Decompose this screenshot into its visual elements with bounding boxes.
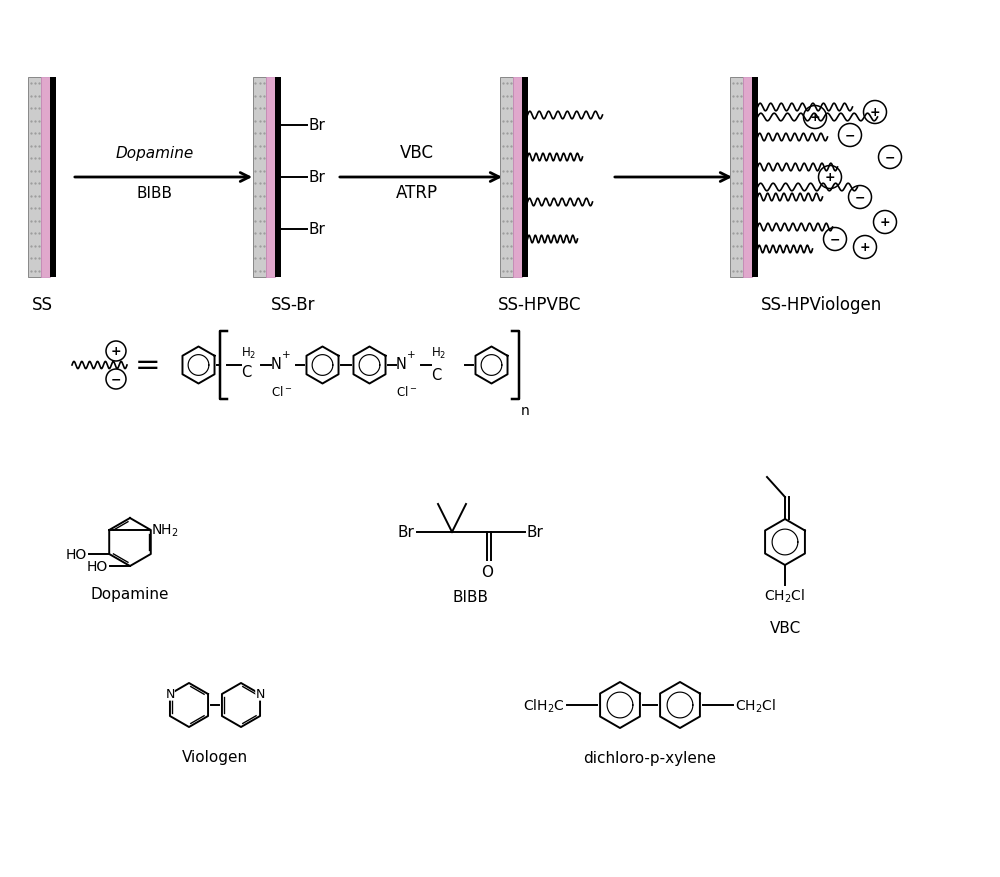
Text: −: −	[830, 233, 840, 246]
Polygon shape	[475, 347, 508, 384]
Polygon shape	[170, 683, 208, 727]
Polygon shape	[600, 682, 640, 728]
Text: −: −	[845, 129, 855, 142]
Text: =: =	[135, 351, 161, 380]
Text: +: +	[282, 350, 291, 360]
Text: −: −	[855, 191, 865, 204]
Text: ATRP: ATRP	[396, 184, 438, 202]
Text: HO: HO	[87, 560, 108, 574]
Text: Dopamine: Dopamine	[91, 587, 169, 602]
Polygon shape	[765, 519, 805, 566]
Text: BIBB: BIBB	[137, 186, 173, 201]
Polygon shape	[109, 518, 151, 567]
Polygon shape	[353, 347, 386, 384]
Text: Cl$^-$: Cl$^-$	[396, 384, 417, 398]
Text: SS-Br: SS-Br	[271, 296, 315, 314]
Text: Cl$^-$: Cl$^-$	[271, 384, 292, 398]
Text: N: N	[255, 688, 265, 701]
Text: Viologen: Viologen	[182, 749, 248, 764]
Text: Br: Br	[309, 170, 326, 185]
Text: HO: HO	[66, 547, 87, 561]
Text: Dopamine: Dopamine	[116, 146, 194, 160]
Text: O: O	[481, 565, 493, 580]
Text: N: N	[271, 357, 282, 372]
Text: ClH$_2$C: ClH$_2$C	[523, 696, 565, 714]
Bar	[50, 78, 56, 278]
Text: H$_2$: H$_2$	[431, 346, 446, 360]
Polygon shape	[306, 347, 339, 384]
Text: n: n	[521, 403, 530, 417]
Text: +: +	[825, 171, 835, 184]
Text: N: N	[396, 357, 407, 372]
Bar	[743, 78, 752, 278]
Text: VBC: VBC	[400, 144, 434, 162]
Text: +: +	[860, 241, 870, 254]
Text: +: +	[111, 346, 121, 358]
Bar	[266, 78, 275, 278]
Text: H$_2$: H$_2$	[241, 346, 256, 360]
Bar	[513, 78, 522, 278]
Bar	[522, 78, 528, 278]
Text: Br: Br	[309, 222, 326, 238]
Bar	[500, 78, 513, 278]
Text: C: C	[431, 367, 441, 382]
Text: dichloro-p-xylene: dichloro-p-xylene	[584, 750, 716, 765]
Bar	[253, 78, 266, 278]
Text: SS-HPVBC: SS-HPVBC	[498, 296, 582, 314]
Text: −: −	[111, 373, 121, 386]
Text: +: +	[810, 111, 820, 125]
Bar	[41, 78, 50, 278]
Text: NH$_2$: NH$_2$	[151, 522, 179, 538]
Text: Br: Br	[527, 525, 544, 540]
Text: N: N	[165, 688, 175, 701]
Text: +: +	[870, 106, 880, 119]
Text: SS: SS	[32, 296, 52, 314]
Text: +: +	[880, 217, 890, 229]
Polygon shape	[222, 683, 260, 727]
Text: SS-HPViologen: SS-HPViologen	[761, 296, 883, 314]
Text: C: C	[241, 365, 251, 380]
Bar	[752, 78, 758, 278]
Polygon shape	[182, 347, 215, 384]
Text: BIBB: BIBB	[452, 589, 488, 604]
Text: CH$_2$Cl: CH$_2$Cl	[764, 588, 806, 605]
Polygon shape	[660, 682, 700, 728]
Text: Br: Br	[397, 525, 414, 540]
Text: Br: Br	[309, 118, 326, 133]
Bar	[275, 78, 280, 278]
Text: CH$_2$Cl: CH$_2$Cl	[735, 696, 776, 714]
Bar	[730, 78, 743, 278]
Text: VBC: VBC	[769, 620, 801, 635]
Text: −: −	[885, 152, 895, 164]
Text: +: +	[407, 350, 416, 360]
Bar	[28, 78, 41, 278]
